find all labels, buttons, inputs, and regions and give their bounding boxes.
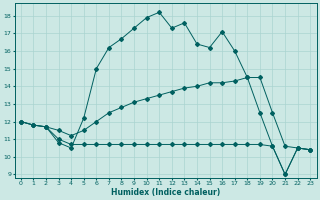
X-axis label: Humidex (Indice chaleur): Humidex (Indice chaleur)	[111, 188, 220, 197]
